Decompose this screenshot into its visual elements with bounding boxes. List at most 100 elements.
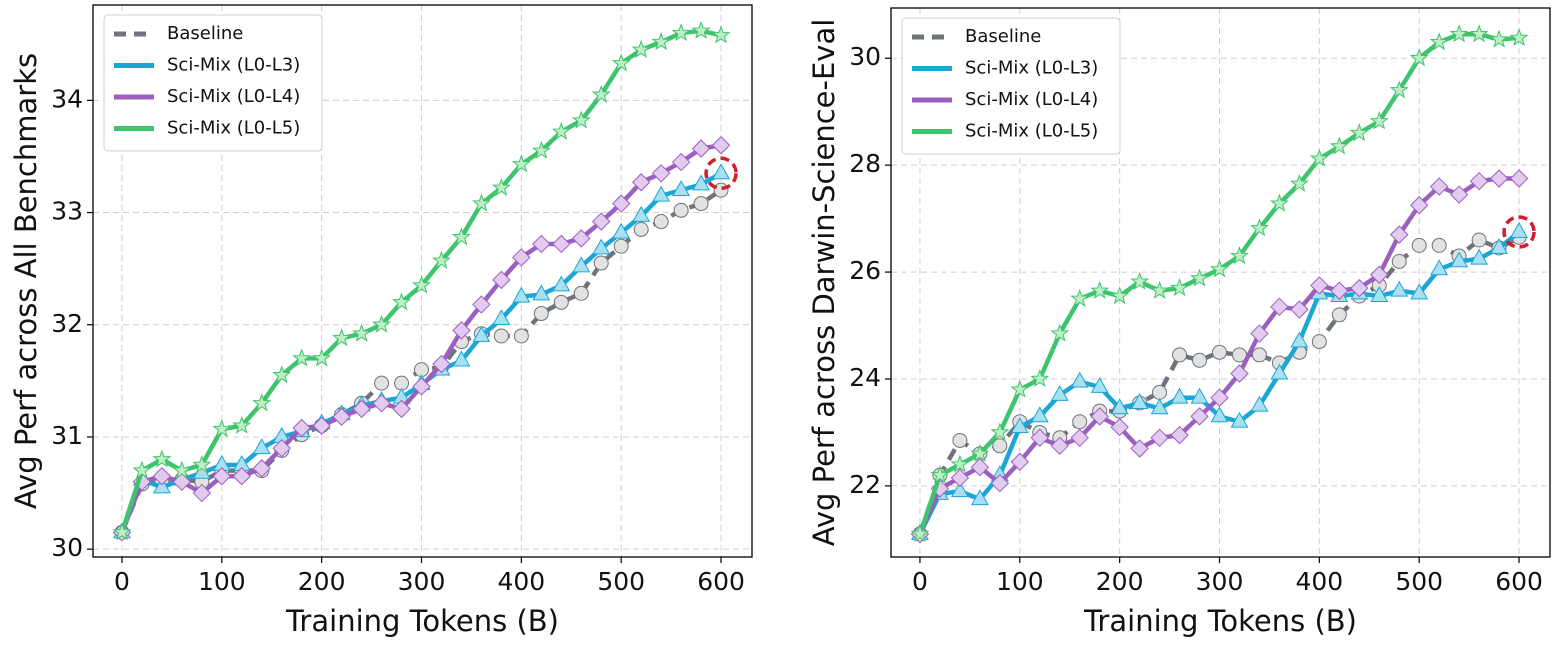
marker — [1170, 387, 1189, 404]
marker — [651, 164, 671, 183]
marker — [1471, 232, 1487, 248]
x-axis-label: Training Tokens (B) — [285, 604, 559, 638]
marker — [633, 221, 649, 237]
marker — [1230, 364, 1249, 383]
highlight-ring — [704, 156, 738, 191]
x-tick-label: 100 — [198, 567, 246, 596]
marker — [1509, 27, 1529, 46]
marker — [412, 377, 431, 396]
marker — [671, 152, 691, 172]
marker — [1030, 406, 1049, 423]
marker — [1309, 148, 1329, 167]
marker — [992, 438, 1008, 454]
marker — [531, 140, 551, 159]
x-tick-label: 600 — [1495, 567, 1543, 596]
marker — [611, 53, 631, 72]
y-tick-label: 28 — [849, 149, 881, 178]
marker — [970, 443, 990, 462]
marker — [1469, 171, 1489, 191]
marker — [990, 474, 1010, 493]
marker — [950, 454, 970, 473]
marker — [1429, 32, 1449, 51]
marker — [1170, 278, 1190, 297]
marker — [1130, 271, 1150, 290]
y-tick-label: 30 — [849, 42, 881, 71]
marker — [512, 286, 531, 303]
legend-label: Baseline — [965, 26, 1041, 47]
marker — [691, 20, 711, 39]
marker — [1172, 347, 1188, 363]
marker — [1390, 225, 1409, 244]
marker — [1010, 379, 1030, 398]
marker — [312, 348, 332, 367]
marker — [592, 238, 611, 255]
marker — [372, 394, 391, 413]
marker — [192, 483, 212, 503]
marker — [392, 399, 411, 419]
marker — [1331, 307, 1347, 323]
marker — [1250, 395, 1269, 412]
marker — [1370, 286, 1389, 303]
marker — [1250, 324, 1269, 343]
marker — [1190, 387, 1209, 404]
marker — [1192, 352, 1208, 368]
marker — [551, 121, 571, 140]
marker — [711, 136, 731, 155]
marker — [451, 227, 471, 246]
legend-label: Sci-Mix (L0-L4) — [167, 86, 300, 107]
marker — [1210, 406, 1229, 423]
marker — [1190, 268, 1210, 287]
x-tick-label: 100 — [996, 567, 1044, 596]
y-axis-label: Avg Perf across Darwin-Science-Eval — [807, 19, 841, 547]
marker — [653, 214, 669, 230]
marker — [1130, 439, 1149, 458]
marker — [412, 275, 431, 294]
marker — [1130, 393, 1149, 409]
marker — [1449, 24, 1469, 43]
y-tick-label: 31 — [51, 421, 83, 450]
marker — [1389, 80, 1409, 99]
marker — [970, 457, 990, 477]
marker — [950, 481, 969, 498]
legend-label: Sci-Mix (L0-L3) — [965, 58, 1098, 79]
marker — [511, 154, 531, 173]
marker — [970, 489, 989, 506]
marker — [1289, 173, 1309, 192]
marker — [471, 193, 491, 212]
marker — [552, 234, 571, 254]
marker — [452, 321, 471, 340]
marker — [552, 275, 571, 292]
marker — [1072, 414, 1088, 430]
marker — [1350, 278, 1369, 298]
marker — [672, 180, 691, 197]
legend-label: Sci-Mix (L0-L5) — [965, 121, 1098, 142]
marker — [1010, 452, 1030, 472]
marker — [571, 110, 591, 129]
marker — [990, 422, 1010, 441]
marker — [252, 459, 271, 478]
plot-frame — [92, 4, 753, 558]
marker — [1229, 246, 1249, 265]
marker — [1090, 376, 1109, 393]
marker — [312, 416, 331, 435]
marker — [232, 415, 252, 434]
marker — [492, 270, 511, 290]
marker — [1090, 280, 1110, 299]
marker — [152, 449, 172, 468]
x-tick-label: 0 — [912, 567, 928, 596]
marker — [392, 292, 412, 311]
marker — [212, 467, 232, 486]
marker — [252, 438, 271, 455]
marker — [1251, 347, 1267, 363]
marker — [352, 323, 372, 342]
marker — [512, 248, 531, 267]
marker — [910, 524, 930, 543]
marker — [332, 407, 351, 426]
marker — [232, 467, 251, 486]
marker — [652, 185, 671, 202]
marker — [573, 285, 589, 301]
y-tick-label: 22 — [849, 470, 881, 499]
marker — [152, 477, 171, 494]
marker — [693, 196, 709, 212]
marker — [572, 229, 591, 248]
